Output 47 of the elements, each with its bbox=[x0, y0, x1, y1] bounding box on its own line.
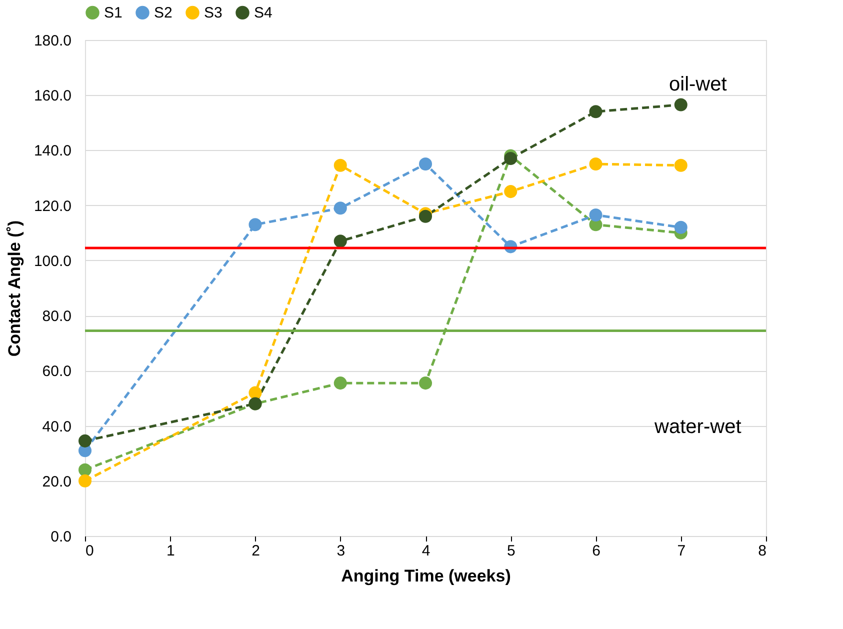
y-axis-title: Contact Angle (˚) bbox=[4, 220, 24, 357]
x-tick-label: 0 bbox=[86, 542, 94, 560]
point bbox=[248, 386, 262, 400]
y-tick-label: 120.0 bbox=[34, 198, 72, 215]
point bbox=[589, 157, 602, 171]
annotation: oil-wet bbox=[669, 74, 728, 96]
x-tick-label: 3 bbox=[336, 542, 346, 560]
x-tick-label: 8 bbox=[758, 542, 766, 560]
y-tick-label: 140.0 bbox=[34, 142, 72, 160]
x-tick-label: 5 bbox=[506, 542, 516, 560]
y-tick-label: 160.0 bbox=[34, 88, 72, 105]
point bbox=[504, 152, 518, 165]
x-tick-label: 4 bbox=[422, 542, 430, 560]
y-tick-label: 80.0 bbox=[42, 308, 72, 326]
y-tick-label: 100.0 bbox=[34, 252, 72, 270]
legend-label: S4 bbox=[254, 4, 272, 22]
y-tick-label: 180.0 bbox=[34, 32, 72, 50]
point bbox=[78, 463, 92, 476]
legend-label: S1 bbox=[104, 4, 122, 22]
point bbox=[674, 98, 688, 112]
y-tick-label: 40.0 bbox=[42, 418, 72, 436]
point bbox=[418, 210, 432, 223]
y-tick-label: 20.0 bbox=[42, 473, 72, 490]
point bbox=[334, 234, 347, 248]
x-axis-title: Anging Time (weeks) bbox=[341, 566, 511, 586]
x-tick-label: 6 bbox=[592, 542, 600, 560]
y-tick-label: 60.0 bbox=[42, 363, 72, 380]
point bbox=[334, 202, 347, 215]
legend-label: S3 bbox=[204, 4, 222, 22]
point bbox=[589, 105, 602, 118]
y-tick-label: 0.0 bbox=[50, 528, 72, 546]
point bbox=[674, 158, 688, 172]
point bbox=[334, 376, 347, 390]
legend-label: S2 bbox=[154, 4, 172, 22]
point bbox=[418, 376, 432, 390]
point bbox=[589, 208, 602, 222]
point bbox=[334, 158, 347, 172]
point bbox=[78, 474, 92, 488]
point bbox=[418, 157, 432, 171]
point bbox=[504, 185, 518, 198]
x-tick-label: 2 bbox=[252, 542, 260, 560]
annotation: water-wet bbox=[654, 416, 742, 438]
x-tick-label: 7 bbox=[677, 542, 686, 560]
point bbox=[674, 220, 688, 234]
x-tick-label: 1 bbox=[166, 542, 175, 560]
point bbox=[78, 434, 92, 448]
point bbox=[248, 218, 262, 232]
